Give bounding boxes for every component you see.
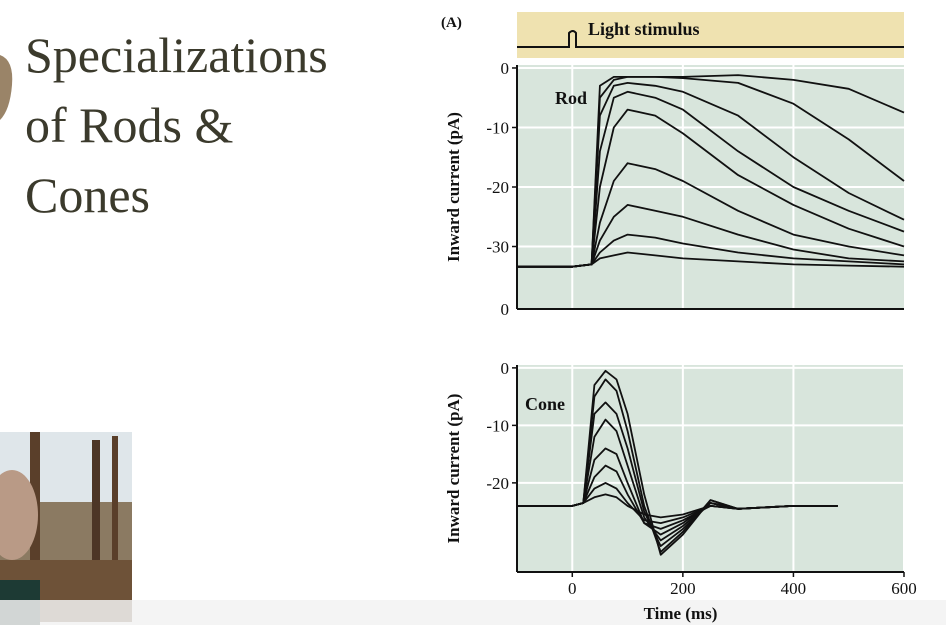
skull-image [0, 55, 13, 120]
y-tick-label: -10 [486, 416, 509, 435]
slide-title-line: of Rods & [25, 97, 233, 153]
y-tick-label: -20 [486, 178, 509, 197]
y-tick-label: 0 [501, 359, 510, 378]
panel-label: (A) [441, 15, 462, 31]
trace [517, 493, 838, 519]
charts: 0 -10 -20 -30 0 Inward current (pA) Rod 0 -10 -20… [444, 59, 917, 623]
slide-title-line: Specializations [25, 27, 328, 83]
stimulus-trace [517, 30, 904, 48]
y-tick-label: 0 [501, 59, 510, 78]
y-axis-label: Inward current (pA) [444, 394, 463, 544]
trace [517, 251, 905, 268]
stimulus-label: Light stimulus [588, 19, 700, 39]
stimulus-panel [517, 12, 904, 58]
x-axis-label: Time (ms) [644, 604, 718, 623]
slide-title-line: Cones [25, 167, 150, 223]
x-tick-label: 0 [568, 579, 577, 598]
player-bar [0, 600, 946, 625]
y-tick-label: -30 [486, 238, 509, 257]
trace-annotation: Rod [555, 88, 587, 108]
x-tick-label: 600 [891, 579, 917, 598]
x-tick-label: 400 [781, 579, 807, 598]
plot-area [517, 365, 904, 572]
webcam-video [0, 432, 132, 625]
y-tick-label: -10 [486, 118, 509, 137]
chart: 0 -10 -20 -30 0 Inward current (pA) Rod [444, 59, 905, 319]
trace-annotation: Cone [525, 394, 565, 414]
baseline-label: 0 [501, 300, 510, 319]
x-tick-label: 200 [670, 579, 696, 598]
y-tick-label: -20 [486, 474, 509, 493]
y-axis-label: Inward current (pA) [444, 112, 463, 262]
chart: 0 -10 -20 0 200 400 600 Inward current (pA) Time… [444, 359, 917, 623]
